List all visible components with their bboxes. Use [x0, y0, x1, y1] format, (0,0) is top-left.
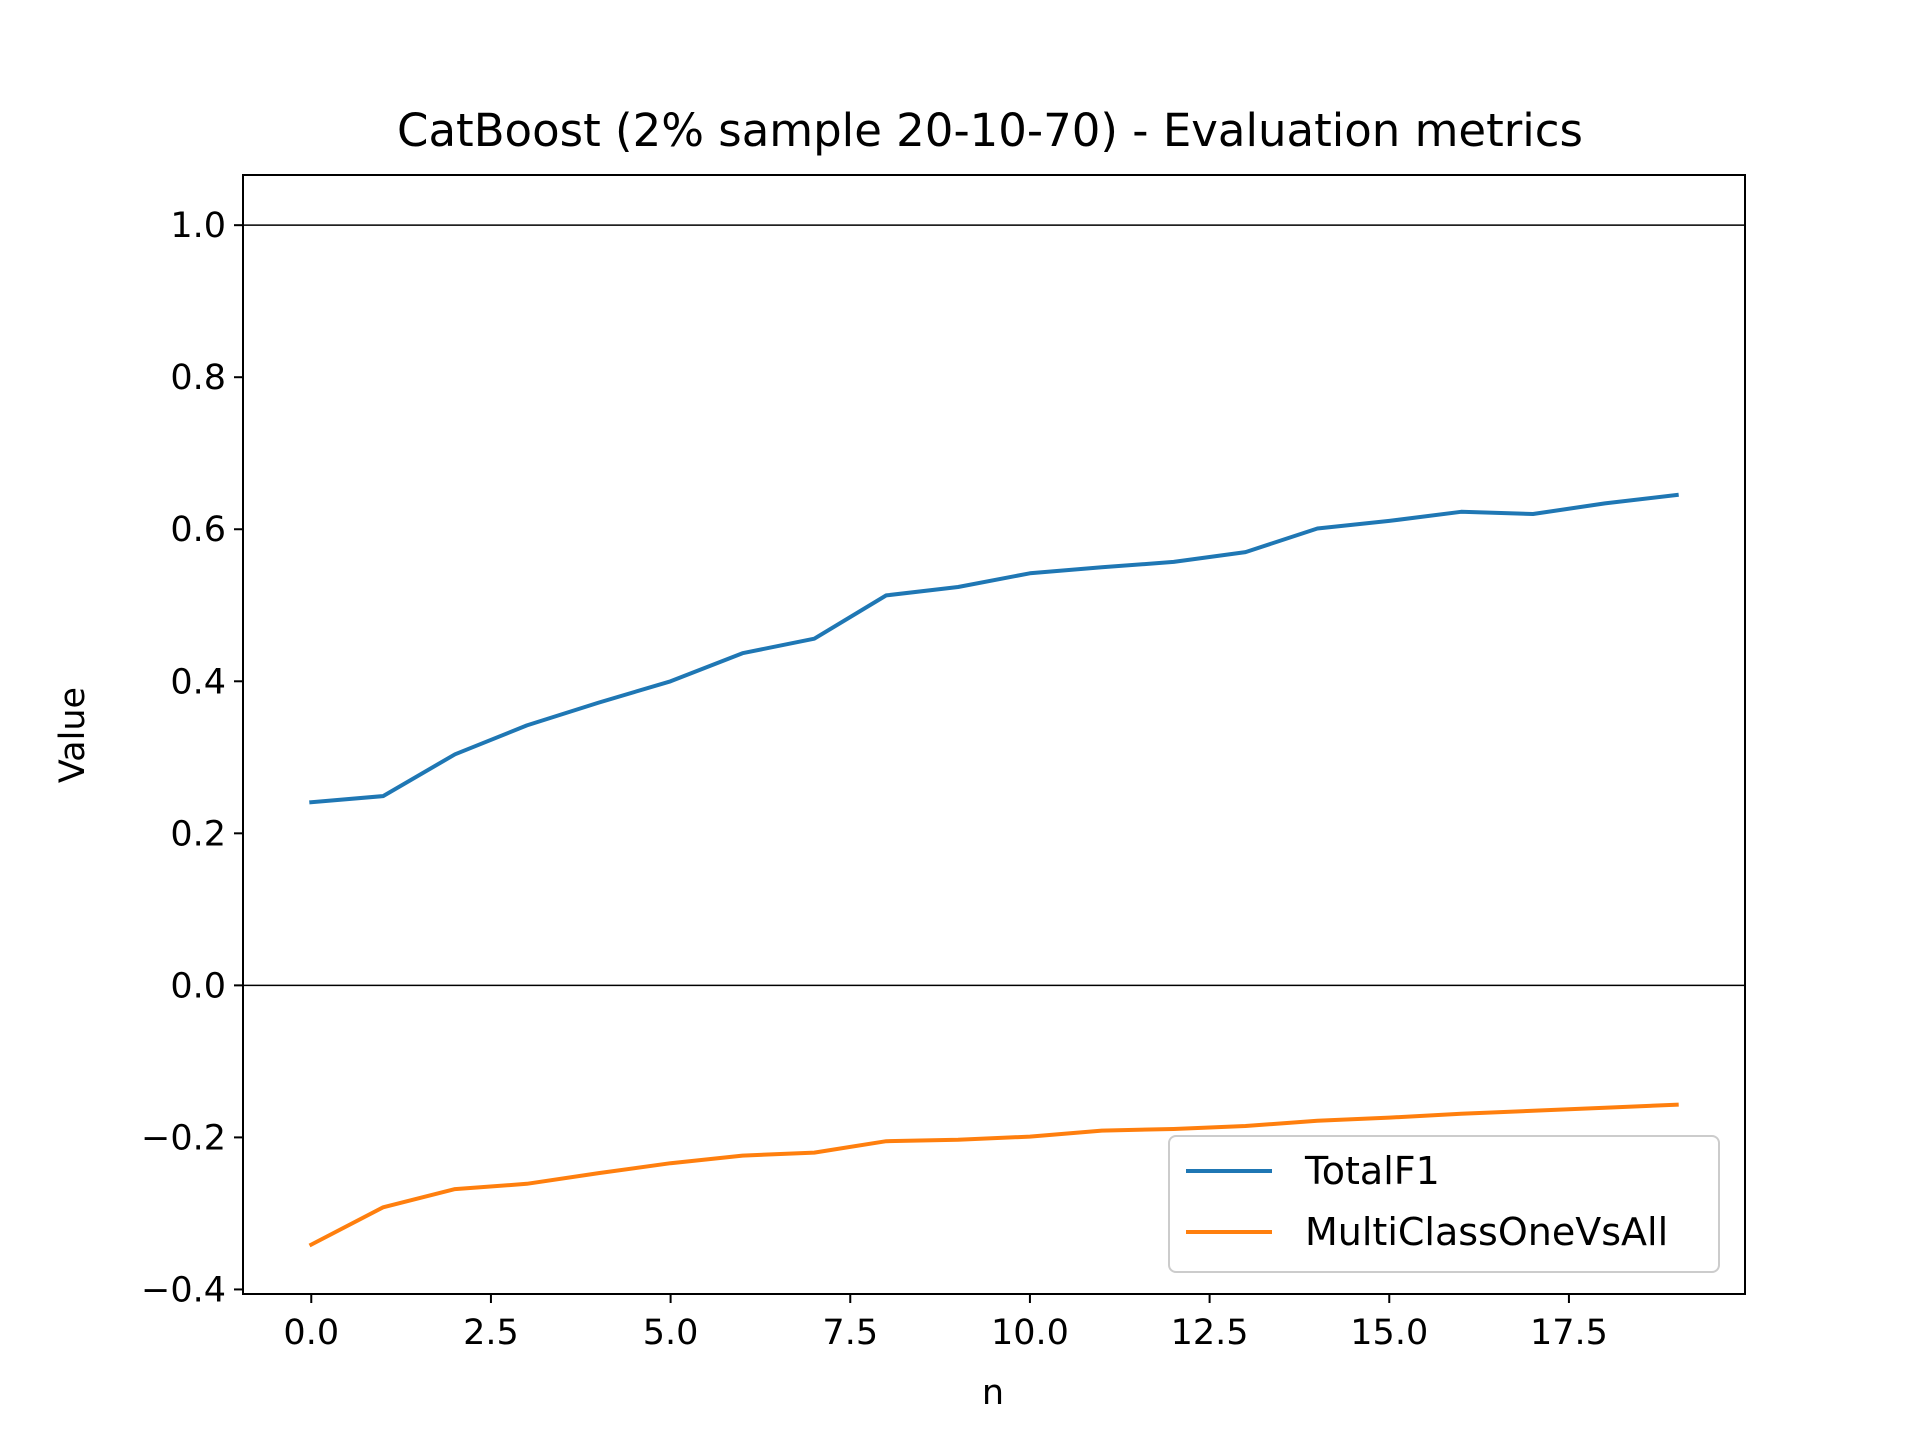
y-tick-label: −0.4	[141, 1270, 226, 1310]
x-tick-label: 0.0	[283, 1313, 339, 1353]
x-tick-label: 17.5	[1530, 1313, 1608, 1353]
x-tick-label: 12.5	[1171, 1313, 1249, 1353]
x-tick-label: 10.0	[991, 1313, 1069, 1353]
x-tick-label: 7.5	[822, 1313, 878, 1353]
y-tick-label: 0.2	[170, 814, 226, 854]
axes-frame	[242, 174, 1746, 1295]
series-lines	[308, 492, 1679, 1248]
y-tick-label: −0.2	[141, 1118, 226, 1158]
y-tick-label: 0.8	[170, 358, 226, 398]
legend: TotalF1 MultiClassOneVsAll	[1168, 1135, 1720, 1273]
x-tick-label: 15.0	[1350, 1313, 1428, 1353]
y-tick-label: 0.0	[170, 966, 226, 1006]
x-tick-label: 2.5	[463, 1313, 519, 1353]
series-line-multiclassonevsall	[308, 1102, 1679, 1248]
reference-lines	[243, 224, 1745, 987]
legend-label: MultiClassOneVsAll	[1305, 1210, 1668, 1254]
series-line-totalf1	[309, 492, 1679, 805]
y-tick-label: 1.0	[170, 206, 226, 246]
y-tick-label: 0.4	[170, 662, 226, 702]
y-axis-ticks: −0.4 −0.2 0.0 0.2 0.4 0.6 0.8 1.0	[141, 206, 243, 1310]
x-axis-ticks: 0.0 2.5 5.0 7.5 10.0 12.5 15.0 17.5	[283, 1294, 1608, 1353]
legend-label: TotalF1	[1304, 1149, 1440, 1193]
legend-box	[1168, 1135, 1720, 1273]
x-axis-label: n	[982, 1373, 1004, 1413]
y-axis-label: Value	[53, 687, 93, 783]
chart-title: CatBoost (2% sample 20-10-70) - Evaluati…	[397, 104, 1583, 157]
y-tick-label: 0.6	[170, 510, 226, 550]
x-tick-label: 5.0	[643, 1313, 699, 1353]
